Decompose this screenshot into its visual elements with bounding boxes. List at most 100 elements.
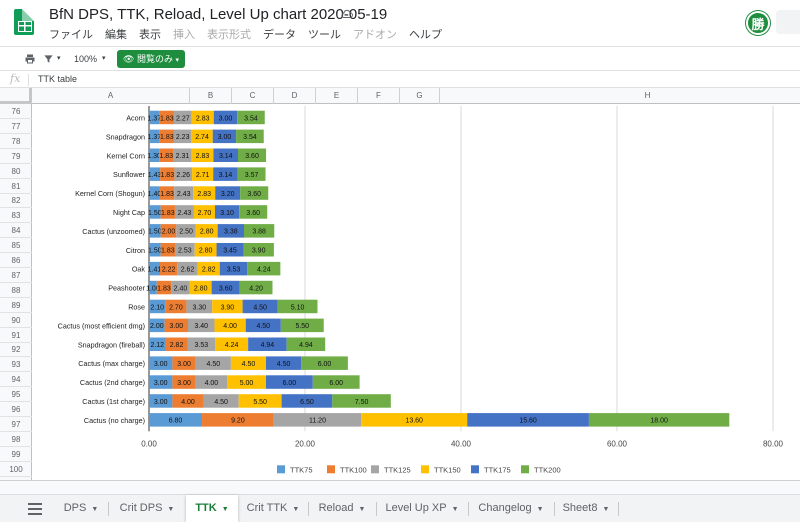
data-label: 13.60 (405, 418, 423, 425)
tab-label: DPS (63, 502, 87, 514)
tab-sheet8[interactable]: Sheet8 ▼ (558, 495, 614, 522)
row-header-80[interactable]: 80 (0, 164, 32, 179)
menu-edit[interactable]: 編集 (105, 29, 127, 41)
column-header-a[interactable]: A (32, 88, 190, 104)
category-label: Cactus (most efficient dmg) (58, 321, 145, 330)
row-header-86[interactable]: 86 (0, 253, 32, 268)
row-header-78[interactable]: 78 (0, 134, 32, 149)
row-header-85[interactable]: 85 (0, 238, 32, 254)
cloud-icon[interactable] (341, 8, 353, 20)
bar-segment (237, 167, 266, 181)
document-title[interactable]: BfN DPS, TTK, Reload, Level Up chart 202… (49, 6, 388, 23)
row-header-91[interactable]: 91 (0, 328, 32, 343)
bar-segment (243, 243, 274, 257)
row-header-99[interactable]: 99 (0, 447, 32, 462)
legend-label: TTK200 (534, 465, 561, 474)
share-button[interactable] (776, 10, 800, 34)
row-header-95[interactable]: 95 (0, 387, 32, 403)
data-label: 5.50 (295, 323, 309, 330)
tab-crit-ttk[interactable]: Crit TTK ▼ (242, 495, 304, 522)
row-header-88[interactable]: 88 (0, 283, 32, 298)
tab-level-up-xp[interactable]: Level Up XP ▼ (380, 495, 464, 522)
data-label: 4.00 (181, 399, 195, 406)
category-label: Sunflower (113, 170, 146, 179)
bar-segment (172, 356, 196, 370)
row-header-97[interactable]: 97 (0, 417, 32, 432)
tab-crit-dps[interactable]: Crit DPS ▼ (112, 495, 182, 522)
bar-segment (177, 261, 198, 276)
menu-file[interactable]: ファイル (49, 29, 93, 41)
data-label: 1.41 (148, 266, 162, 273)
tab-label: Changelog (478, 502, 532, 514)
row-header-84[interactable]: 84 (0, 223, 32, 239)
column-header-e[interactable]: E (316, 88, 358, 104)
tab-reload[interactable]: Reload ▼ (312, 495, 372, 522)
row-header-87[interactable]: 87 (0, 268, 32, 283)
menu-view[interactable]: 表示 (139, 29, 161, 41)
bar-segment (149, 318, 165, 333)
row-header-100[interactable]: 100 (0, 462, 32, 477)
column-header-f[interactable]: F (358, 88, 400, 104)
row-header-77[interactable]: 77 (0, 119, 32, 134)
column-header-d[interactable]: D (274, 88, 316, 104)
zoom-dropdown-icon[interactable]: ▾ (102, 55, 106, 62)
row-header-81[interactable]: 81 (0, 179, 32, 194)
row-header-82[interactable]: 82 (0, 193, 32, 209)
zoom-select[interactable]: 100% (74, 54, 98, 64)
column-header-b[interactable]: B (190, 88, 232, 104)
column-header-h[interactable]: H (440, 88, 800, 104)
row-header-76[interactable]: 76 (0, 104, 32, 119)
bar-segment (202, 413, 274, 427)
row-header-92[interactable]: 92 (0, 342, 32, 358)
filter-dropdown-icon[interactable]: ▾ (57, 55, 61, 62)
data-label: 3.45 (223, 248, 237, 255)
bar-segment (159, 148, 174, 162)
column-header-c[interactable]: C (232, 88, 274, 104)
data-label: 1.83 (161, 210, 175, 217)
tab-dps[interactable]: DPS ▼ (58, 495, 104, 522)
filter-icon[interactable] (43, 53, 54, 65)
chevron-down-icon: ▼ (221, 506, 229, 513)
bar-segment (286, 337, 326, 351)
avatar[interactable]: 勝 (746, 11, 770, 35)
category-label: Oak (132, 265, 146, 274)
data-label: 5.10 (291, 304, 305, 311)
bar-segment (212, 129, 237, 144)
tab-changelog[interactable]: Changelog ▼ (472, 495, 550, 522)
row-header-79[interactable]: 79 (0, 149, 32, 164)
row-header-94[interactable]: 94 (0, 372, 32, 388)
row-header-93[interactable]: 93 (0, 357, 32, 373)
all-sheets-menu-icon[interactable] (28, 503, 42, 515)
bar-segment (164, 318, 188, 333)
data-label: 2.83 (196, 153, 210, 160)
legend-swatch (421, 465, 429, 474)
column-header-g[interactable]: G (400, 88, 440, 104)
row-header-89[interactable]: 89 (0, 298, 32, 313)
tab-label: Sheet8 (562, 502, 598, 514)
bar-segment (149, 224, 161, 238)
formula-input[interactable]: TTK table (38, 74, 78, 84)
data-label: 3.00 (177, 361, 191, 368)
tab-ttk[interactable]: TTK ▼ (186, 495, 238, 522)
sheets-logo-icon[interactable] (14, 9, 34, 35)
bar-segment (191, 148, 214, 162)
row-header-98[interactable]: 98 (0, 432, 32, 447)
row-header-96[interactable]: 96 (0, 402, 32, 417)
row-header-90[interactable]: 90 (0, 313, 32, 328)
menu-help[interactable]: ヘルプ (409, 29, 442, 41)
menu-data[interactable]: データ (263, 29, 296, 41)
view-only-button[interactable]: 👁 閲覧のみ ▾ (117, 50, 185, 68)
row-header-101[interactable]: 101 (0, 477, 32, 481)
row-header-83[interactable]: 83 (0, 208, 32, 224)
data-label: 3.00 (177, 380, 191, 387)
print-icon[interactable] (24, 53, 36, 65)
x-tick-label: 20.00 (295, 439, 316, 448)
select-all-corner[interactable] (0, 88, 32, 104)
bar-segment (588, 413, 730, 427)
category-label: Kernel Corn (Shogun) (75, 189, 145, 198)
data-label: 2.80 (199, 248, 213, 255)
menu-tools[interactable]: ツール (308, 29, 341, 41)
horizontal-scrollbar[interactable] (0, 480, 800, 494)
